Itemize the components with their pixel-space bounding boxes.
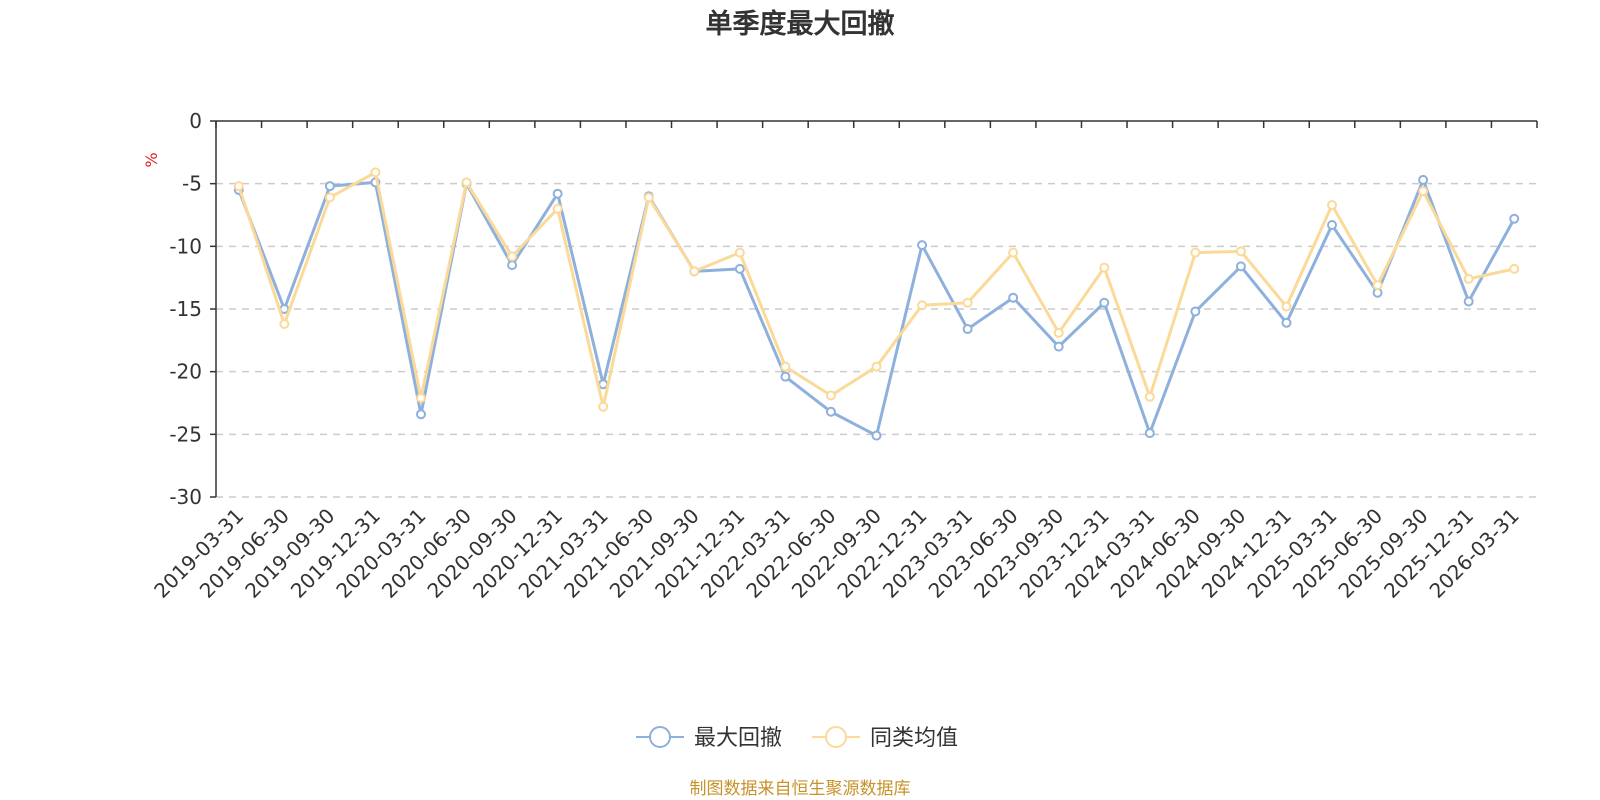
data-point xyxy=(1418,186,1429,197)
data-point xyxy=(1463,273,1474,284)
data-point xyxy=(552,203,563,214)
data-point xyxy=(233,181,244,192)
data-point xyxy=(1053,327,1064,338)
data-point xyxy=(1463,296,1474,307)
y-tick-label: -15 xyxy=(169,297,202,321)
legend-label-peer-average: 同类均值 xyxy=(870,726,958,751)
y-tick-label: -5 xyxy=(182,172,202,196)
legend-item-max-drawdown[interactable]: 最大回撤 xyxy=(636,726,782,751)
source-note: 制图数据来自恒生聚源数据库 xyxy=(690,779,911,799)
data-point xyxy=(734,263,745,274)
data-point xyxy=(1144,428,1155,439)
data-point xyxy=(1372,280,1383,291)
series-peer-average xyxy=(233,167,1520,412)
data-point xyxy=(643,192,654,203)
data-point xyxy=(917,300,928,311)
data-point xyxy=(279,319,290,330)
data-point xyxy=(1509,213,1520,224)
data-point xyxy=(507,251,518,262)
data-point xyxy=(1509,263,1520,274)
data-point xyxy=(825,390,836,401)
data-point xyxy=(871,361,882,372)
data-point xyxy=(1099,262,1110,273)
grid-lines xyxy=(216,182,1537,498)
data-point xyxy=(917,240,928,251)
data-point xyxy=(1281,317,1292,328)
x-tick-labels: 2019-03-312019-06-302019-09-302019-12-31… xyxy=(149,504,1524,603)
legend-marker-max-drawdown xyxy=(649,726,671,748)
data-point xyxy=(962,297,973,308)
series-lines xyxy=(233,167,1520,441)
y-tick-label: -25 xyxy=(169,422,202,446)
data-point xyxy=(1327,199,1338,210)
data-point xyxy=(1053,341,1064,352)
data-point xyxy=(415,392,426,403)
data-point xyxy=(1418,174,1429,185)
data-point xyxy=(1235,246,1246,257)
data-point xyxy=(962,324,973,335)
data-point xyxy=(780,371,791,382)
data-point xyxy=(1144,391,1155,402)
data-point xyxy=(324,192,335,203)
data-point xyxy=(461,177,472,188)
data-point xyxy=(324,181,335,192)
data-point xyxy=(552,188,563,199)
y-tick-label: -20 xyxy=(169,360,202,384)
data-point xyxy=(1190,306,1201,317)
data-point xyxy=(1281,301,1292,312)
data-point xyxy=(734,247,745,258)
legend-label-max-drawdown: 最大回撤 xyxy=(694,726,782,751)
series-line xyxy=(237,178,1516,438)
legend-item-peer-average[interactable]: 同类均值 xyxy=(812,726,958,751)
data-point xyxy=(1235,261,1246,272)
data-point xyxy=(1190,247,1201,258)
data-point xyxy=(780,361,791,372)
legend[interactable]: 最大回撤 同类均值 xyxy=(636,726,958,751)
data-point xyxy=(415,409,426,420)
data-point xyxy=(598,401,609,412)
data-point xyxy=(370,167,381,178)
data-point xyxy=(1008,247,1019,258)
data-point xyxy=(1008,292,1019,303)
data-point xyxy=(871,430,882,441)
data-point xyxy=(825,406,836,417)
axes xyxy=(210,120,1538,498)
legend-marker-peer-average xyxy=(825,726,847,748)
y-tick-label: -10 xyxy=(169,234,202,258)
y-tick-label: 0 xyxy=(189,109,202,133)
chart-title: 单季度最大回撤 xyxy=(706,8,895,40)
y-axis-unit: % xyxy=(142,152,161,167)
data-point xyxy=(507,260,518,271)
y-tick-label: -30 xyxy=(169,485,202,509)
data-point xyxy=(689,266,700,277)
data-point xyxy=(1327,220,1338,231)
y-tick-labels: 0 -5 -10 -15 -20 -25 -30 xyxy=(169,109,202,509)
data-point xyxy=(1099,297,1110,308)
